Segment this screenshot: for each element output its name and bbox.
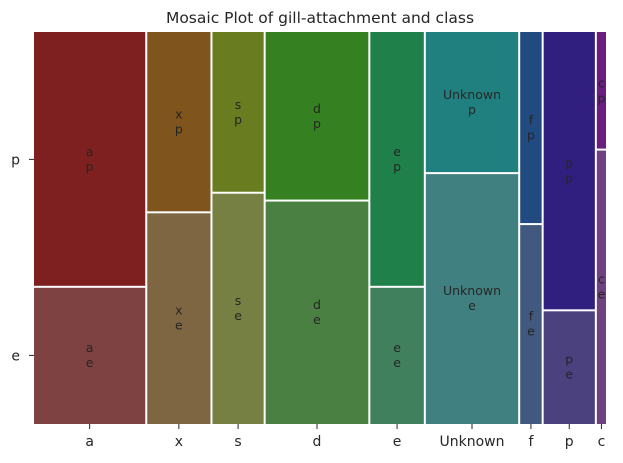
x-tick-label-d: d [313, 434, 322, 450]
x-tick-label-e: e [393, 434, 402, 450]
mosaic-cell-p-e [543, 311, 595, 424]
mosaic-cell-c-e [596, 150, 606, 424]
mosaic-cell-e-e [370, 287, 424, 424]
mosaic-cell-f-e [520, 225, 542, 424]
y-tick-label-p: p [11, 152, 20, 168]
mosaic-cell-s-e [212, 193, 264, 424]
mosaic-cell-f-p [520, 32, 542, 224]
mosaic-cell-e-p [370, 32, 424, 286]
mosaic-cell-unknown-p [425, 32, 519, 173]
chart-title: Mosaic Plot of gill-attachment and class [166, 9, 474, 27]
y-tick-label-e: e [11, 348, 20, 364]
x-tick-label-p: p [565, 434, 574, 450]
mosaic-cell-unknown-e [425, 174, 519, 424]
mosaic-cell-a-e [34, 287, 146, 424]
x-tick-label-a: a [85, 434, 94, 450]
mosaic-cell-x-e [147, 213, 211, 424]
x-tick-label-x: x [175, 434, 183, 450]
x-tick-label-unknown: Unknown [440, 434, 505, 450]
mosaic-cell-p-p [543, 32, 595, 310]
x-tick-label-c: c [598, 434, 606, 450]
mosaic-cell-c-p [596, 32, 606, 149]
cell-label-unknown-p: Unknown p [443, 87, 501, 117]
mosaic-cell-d-p [265, 32, 369, 200]
mosaic-cell-s-p [212, 32, 264, 192]
mosaic-cell-d-e [265, 201, 369, 424]
cell-label-unknown-e: Unknown e [443, 283, 501, 313]
mosaic-cell-x-p [147, 32, 211, 212]
x-tick-label-s: s [234, 434, 241, 450]
x-tick-label-f: f [528, 434, 534, 450]
mosaic-cell-a-p [34, 32, 146, 286]
